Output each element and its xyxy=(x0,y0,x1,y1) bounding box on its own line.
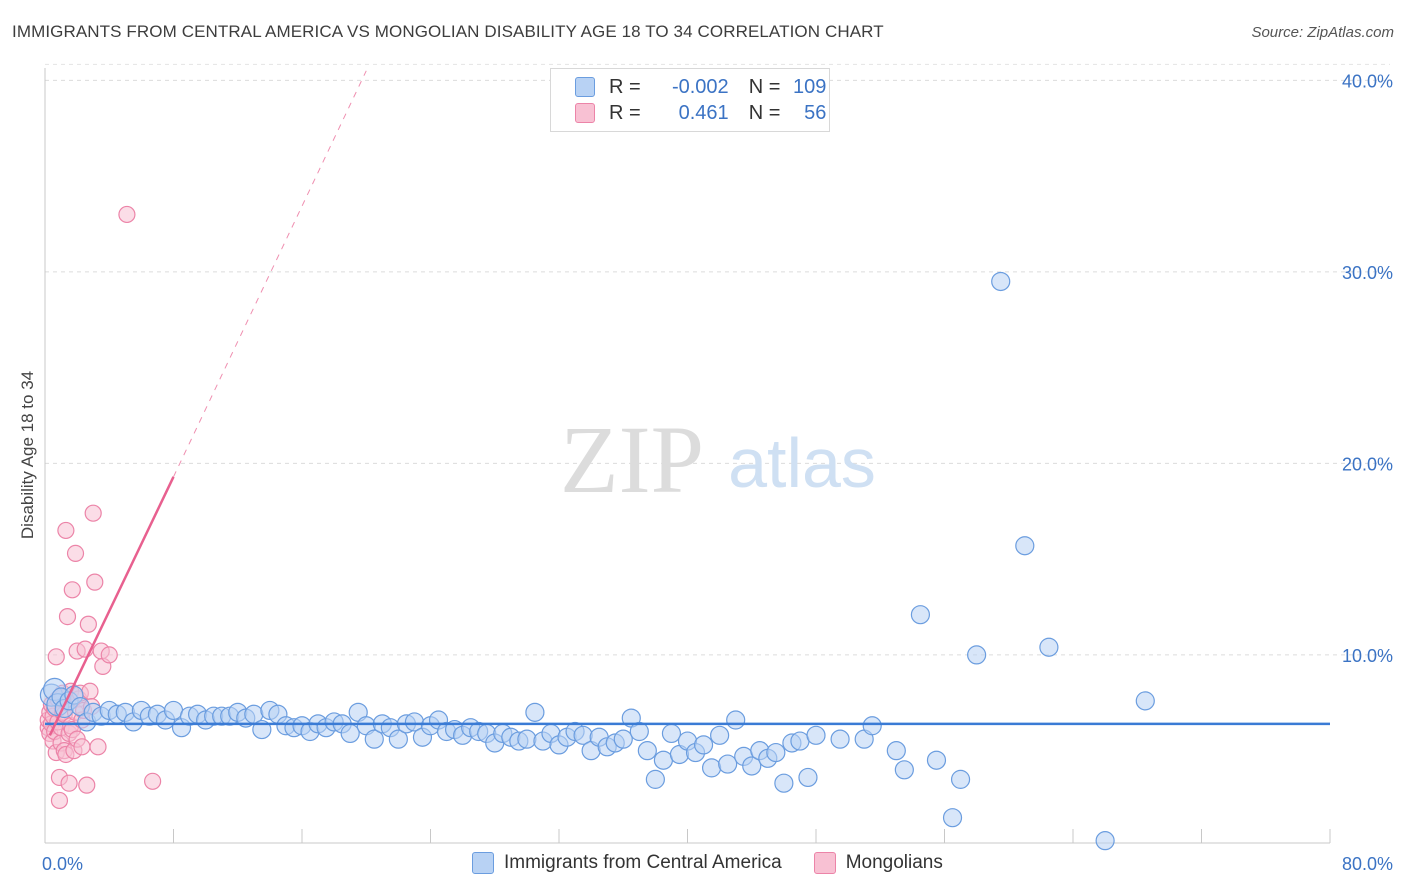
y-axis-label: Disability Age 18 to 34 xyxy=(18,370,37,540)
data-point-central-america xyxy=(967,645,987,665)
legend-label-mongolians: Mongolians xyxy=(845,852,943,873)
legend-row-central-america: R = -0.002 N = 109 xyxy=(575,74,826,100)
data-point-central-america xyxy=(701,758,722,778)
correlation-legend: R = -0.002 N = 109 R = 0.461 N = 56 xyxy=(550,68,830,132)
data-point-central-america xyxy=(830,729,850,749)
data-point-central-america xyxy=(806,725,826,745)
data-point-central-america xyxy=(862,716,882,736)
y-tick-label: 40.0% xyxy=(1342,71,1393,91)
legend-swatch-blue xyxy=(575,77,595,97)
watermark-zip: ZIP xyxy=(560,406,704,513)
legend-swatch-pink xyxy=(813,852,836,874)
data-point-mongolians xyxy=(86,573,104,591)
data-point-central-america xyxy=(710,725,730,745)
x-tick-label: 80.0% xyxy=(1342,854,1393,874)
legend-n-label: N = xyxy=(748,75,781,98)
grid xyxy=(45,63,1390,656)
data-point-central-america xyxy=(1015,536,1035,556)
legend-item-mongolians: Mongolians xyxy=(813,852,943,874)
data-point-mongolians xyxy=(79,615,97,633)
data-point-central-america xyxy=(942,808,963,828)
source-label: Source: ZipAtlas.com xyxy=(1251,24,1394,41)
data-point-central-america xyxy=(742,756,762,776)
y-tick-label: 20.0% xyxy=(1342,454,1393,474)
data-point-mongolians xyxy=(58,607,77,626)
data-point-central-america xyxy=(950,769,971,789)
data-point-central-america xyxy=(910,605,931,625)
data-point-central-america xyxy=(1095,831,1115,851)
trend-line-mongolians-extension xyxy=(173,70,367,478)
data-point-central-america xyxy=(693,735,714,755)
data-point-central-america xyxy=(991,271,1011,292)
legend-label-central-america: Immigrants from Central America xyxy=(504,852,782,873)
central-america-points xyxy=(39,271,1155,851)
data-point-central-america xyxy=(340,723,360,744)
watermark: ZIP atlas xyxy=(560,406,876,513)
chart-title: IMMIGRANTS FROM CENTRAL AMERICA VS MONGO… xyxy=(12,22,884,41)
legend-n-label: N = xyxy=(748,101,781,124)
trend-line-mongolians xyxy=(48,476,175,736)
data-point-central-america xyxy=(637,741,657,761)
legend-r-label: R = xyxy=(609,75,641,98)
data-point-mongolians xyxy=(57,521,75,540)
data-point-mongolians xyxy=(89,738,107,756)
data-point-mongolians xyxy=(66,544,85,563)
data-point-mongolians xyxy=(84,504,102,522)
data-point-central-america xyxy=(629,721,649,742)
data-point-central-america xyxy=(163,700,184,721)
legend-swatch-pink xyxy=(575,103,595,123)
series-legend: Immigrants from Central America Mongolia… xyxy=(472,852,975,874)
data-point-mongolians xyxy=(78,776,96,794)
data-point-mongolians xyxy=(144,772,162,790)
legend-row-mongolians: R = 0.461 N = 56 xyxy=(575,100,826,126)
data-point-central-america xyxy=(766,742,786,763)
y-tick-label: 10.0% xyxy=(1342,646,1393,666)
tick-labels: 10.0% 20.0% 30.0% 40.0% 0.0% 80.0% xyxy=(42,71,1393,874)
data-point-central-america xyxy=(926,750,947,770)
data-point-mongolians xyxy=(118,205,136,224)
data-point-central-america xyxy=(894,760,914,780)
legend-swatch-blue xyxy=(472,852,494,874)
data-point-central-america xyxy=(886,741,906,761)
data-point-central-america xyxy=(1039,637,1059,657)
data-point-mongolians xyxy=(63,581,81,599)
legend-r-label: R = xyxy=(609,101,641,124)
data-point-mongolians xyxy=(81,682,99,700)
y-tick-label: 30.0% xyxy=(1342,263,1393,283)
legend-n-value: 109 xyxy=(793,75,827,98)
data-point-central-america xyxy=(726,710,746,730)
data-point-mongolians xyxy=(50,791,69,810)
data-point-central-america xyxy=(525,702,545,722)
watermark-atlas: atlas xyxy=(728,424,876,502)
data-point-central-america xyxy=(517,729,537,749)
x-tick-label: 0.0% xyxy=(42,854,83,874)
legend-item-central-america: Immigrants from Central America xyxy=(472,852,782,874)
data-point-central-america xyxy=(798,767,818,788)
legend-n-value: 56 xyxy=(804,101,827,124)
data-point-central-america xyxy=(774,773,794,793)
legend-r-value: -0.002 xyxy=(671,75,729,98)
data-point-central-america xyxy=(613,729,633,749)
data-point-mongolians xyxy=(47,648,65,666)
data-point-mongolians xyxy=(73,738,91,756)
data-point-central-america xyxy=(364,729,384,749)
data-point-central-america xyxy=(1135,691,1155,711)
trend-lines xyxy=(45,70,1330,736)
data-point-central-america xyxy=(661,723,682,744)
data-point-central-america xyxy=(653,750,674,770)
data-point-mongolians xyxy=(100,646,118,664)
data-point-mongolians xyxy=(60,774,78,792)
data-point-central-america xyxy=(790,731,810,751)
data-point-central-america xyxy=(645,769,665,789)
data-point-central-america xyxy=(388,729,408,749)
data-point-central-america xyxy=(718,754,738,774)
legend-r-value: 0.461 xyxy=(678,101,729,124)
